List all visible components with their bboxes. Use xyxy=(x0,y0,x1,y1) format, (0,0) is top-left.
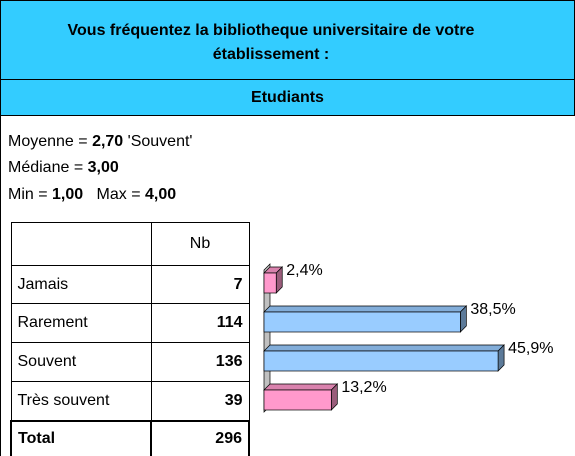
value: 1,00 xyxy=(52,186,84,203)
bar-top xyxy=(263,383,339,391)
bar xyxy=(263,389,332,411)
row: Souvent 136 xyxy=(10,342,250,382)
minmax-line: Min = 1,00 Max = 4,00 xyxy=(8,186,176,204)
cell: Jamais xyxy=(10,265,152,304)
total-row: Total 296 xyxy=(10,419,250,456)
cell xyxy=(10,222,152,266)
mean-line: Moyenne = 2,70 'Souvent' xyxy=(8,133,192,151)
label: Min = xyxy=(8,186,48,203)
value: 3,00 xyxy=(87,159,119,176)
cell: Total xyxy=(10,419,152,456)
value-label: 13,2% xyxy=(341,379,386,396)
body xyxy=(0,115,575,456)
value: 4,00 xyxy=(144,186,177,203)
cell: 136 xyxy=(150,342,250,382)
cell: 39 xyxy=(150,381,250,421)
cell: 114 xyxy=(150,303,250,343)
label: Max = xyxy=(96,186,141,203)
title: Vous fréquentez la bibliotheque universi… xyxy=(67,22,475,63)
label: Médiane = xyxy=(8,159,84,176)
bar-top xyxy=(263,305,468,313)
row: Très souvent 39 xyxy=(10,381,250,421)
value-label: 2,4% xyxy=(286,262,322,279)
label: 'Souvent' xyxy=(127,133,193,150)
table: Nb Jamais 7 Rarement 114 Souvent 136 Très s… xyxy=(10,222,250,456)
bar xyxy=(263,311,461,333)
bar xyxy=(263,350,499,372)
row: Rarement 114 xyxy=(10,303,250,343)
table-header: Nb xyxy=(10,222,250,266)
value-label: 45,9% xyxy=(508,340,553,357)
header-cell: Nb xyxy=(150,222,250,266)
cell: Souvent xyxy=(10,342,152,382)
cell: 7 xyxy=(150,265,250,304)
median-line: Médiane = 3,00 xyxy=(8,159,119,177)
header: Vous fréquentez la bibliotheque universi… xyxy=(0,0,575,80)
label: Moyenne = xyxy=(8,133,88,150)
bar xyxy=(263,272,277,294)
value: 2,70 xyxy=(92,133,124,150)
cell: 296 xyxy=(150,419,250,456)
value-label: 38,5% xyxy=(470,301,515,318)
row: Jamais 7 xyxy=(10,265,250,304)
bar-top xyxy=(263,344,505,352)
